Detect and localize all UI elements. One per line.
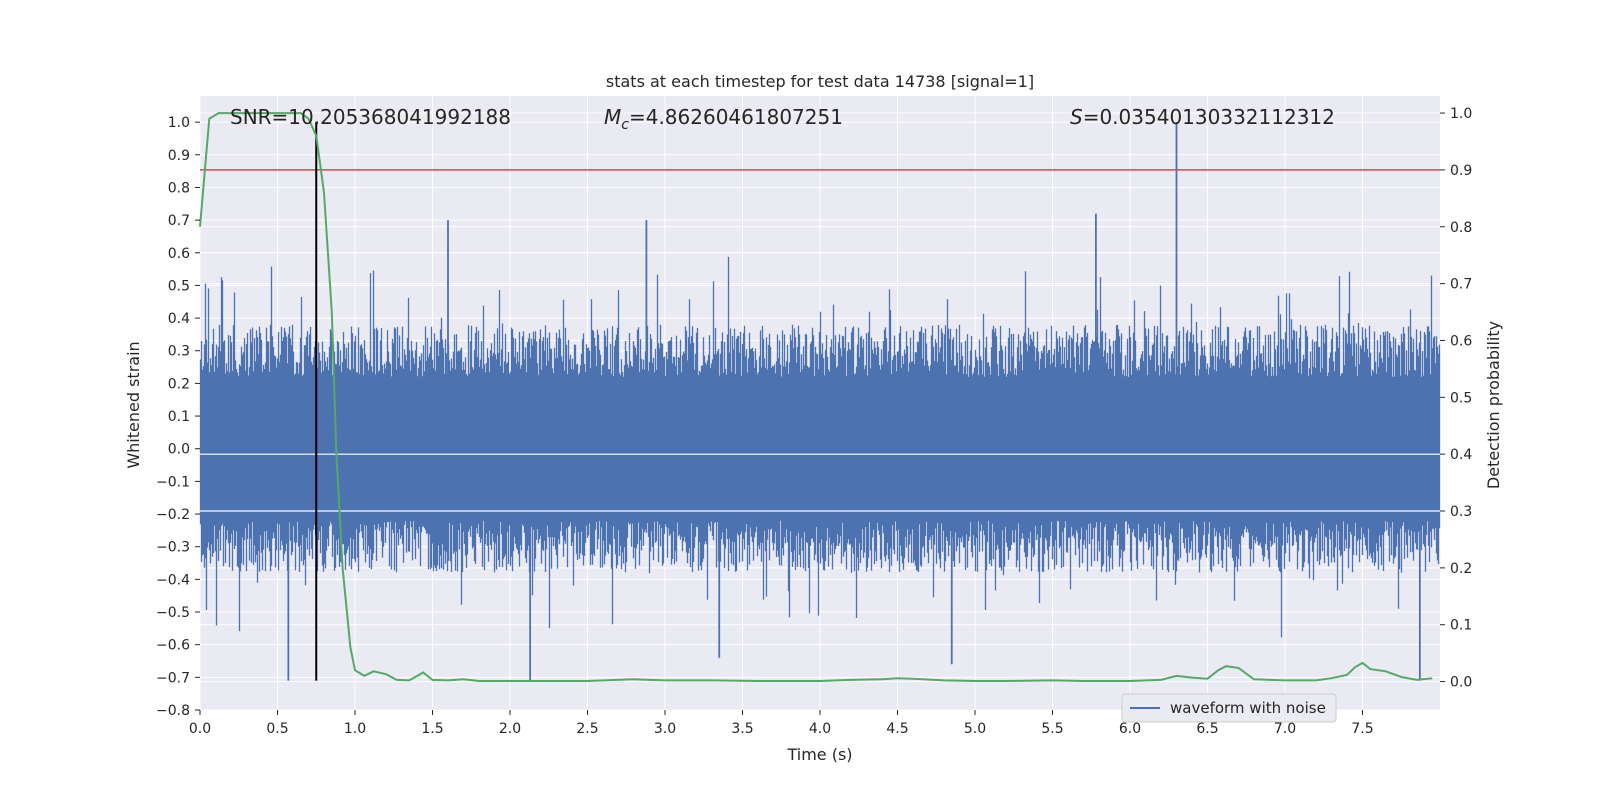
y2-tick-label: 0.0: [1450, 675, 1472, 691]
probability-curve: [199, 112, 1433, 682]
axes: 0.0 0.5 1.0 1.5 2.0 2.5 3.0 3.5 4.0 4.5 5.0 5.5 6.0 6…: [156, 106, 1472, 737]
y2-tick-label: 0.4: [1450, 447, 1472, 463]
y-tick-label: 0.4: [168, 311, 190, 327]
y-tick-label: 0.1: [168, 409, 190, 425]
y2-tick-label: 0.9: [1450, 163, 1472, 179]
waveform-series: [199, 122, 1441, 681]
y-tick-label: 0.6: [168, 246, 190, 262]
x-tick-label: 0.5: [266, 721, 288, 737]
y-tick-label: 0.5: [168, 278, 190, 294]
x-tick-label: 5.5: [1041, 721, 1063, 737]
x-tick-label: 5.0: [964, 721, 986, 737]
y2-axis-label: Detection probability: [1484, 321, 1503, 489]
score-annotation: S=0.03540130332112312: [1070, 105, 1335, 129]
y-axis-label: Whitened strain: [124, 341, 143, 468]
y2-tick-label: 0.2: [1450, 561, 1472, 577]
chirp-mass-value: =4.86260461807251: [629, 105, 843, 129]
y2-tick-label: 0.1: [1450, 618, 1472, 634]
y-tick-label: 0.7: [168, 213, 190, 229]
x-tick-label: 1.5: [421, 721, 443, 737]
chirp-mass-subscript: c: [621, 117, 629, 133]
chirp-mass-annotation: Mc=4.86260461807251: [604, 105, 843, 133]
y-tick-label: −0.3: [156, 540, 190, 556]
y-tick-label: 0.0: [168, 442, 190, 458]
legend-box: [1121, 693, 1337, 723]
x-tick-label: 3.5: [731, 721, 753, 737]
x-tick-label: 0.0: [189, 721, 211, 737]
score-value: =0.03540130332112312: [1083, 105, 1335, 129]
chirp-mass-symbol: M: [604, 105, 621, 129]
y-tick-label: 0.8: [168, 180, 190, 196]
y2-tick-label: 0.6: [1450, 333, 1472, 349]
y-tick-label: 0.3: [168, 344, 190, 360]
snr-annotation: SNR=10.205368041992188: [230, 105, 511, 129]
y-tick-label: 0.9: [168, 148, 190, 164]
x-tick-label: 2.5: [576, 721, 598, 737]
y2-tick-label: 0.7: [1450, 277, 1472, 293]
x-axis-label: Time (s): [786, 745, 852, 764]
x-tick-label: 7.0: [1274, 721, 1296, 737]
x-tick-label: 4.5: [886, 721, 908, 737]
y-tick-label: −0.4: [156, 572, 190, 588]
x-tick-label: 1.0: [344, 721, 366, 737]
waveform-core: [200, 399, 1440, 515]
y2-tick-label: 0.3: [1450, 504, 1472, 520]
y2-tick-label: 0.5: [1450, 390, 1472, 406]
y-tick-label: −0.5: [156, 605, 190, 621]
y-tick-label: −0.7: [156, 670, 190, 686]
y-tick-label: −0.6: [156, 638, 190, 654]
x-tick-label: 6.0: [1119, 721, 1141, 737]
legend: waveform with noise: [1121, 693, 1337, 723]
x-tick-label: 2.0: [499, 721, 521, 737]
y-tick-label: −0.2: [156, 507, 190, 523]
y-tick-label: −0.1: [156, 474, 190, 490]
y-tick-label: 0.2: [168, 376, 190, 392]
x-tick-label: 6.5: [1196, 721, 1218, 737]
x-tick-label: 3.0: [654, 721, 676, 737]
y-tick-label: −0.8: [156, 703, 190, 719]
legend-label: waveform with noise: [1170, 699, 1326, 717]
x-tick-label: 7.5: [1351, 721, 1373, 737]
overlay-lines: [199, 112, 1440, 682]
chart-title: stats at each timestep for test data 147…: [606, 72, 1034, 91]
y-tick-label: 1.0: [168, 115, 190, 131]
x-tick-label: 4.0: [809, 721, 831, 737]
score-symbol: S: [1070, 105, 1083, 129]
y2-tick-label: 0.8: [1450, 220, 1472, 236]
y2-tick-label: 1.0: [1450, 106, 1472, 122]
